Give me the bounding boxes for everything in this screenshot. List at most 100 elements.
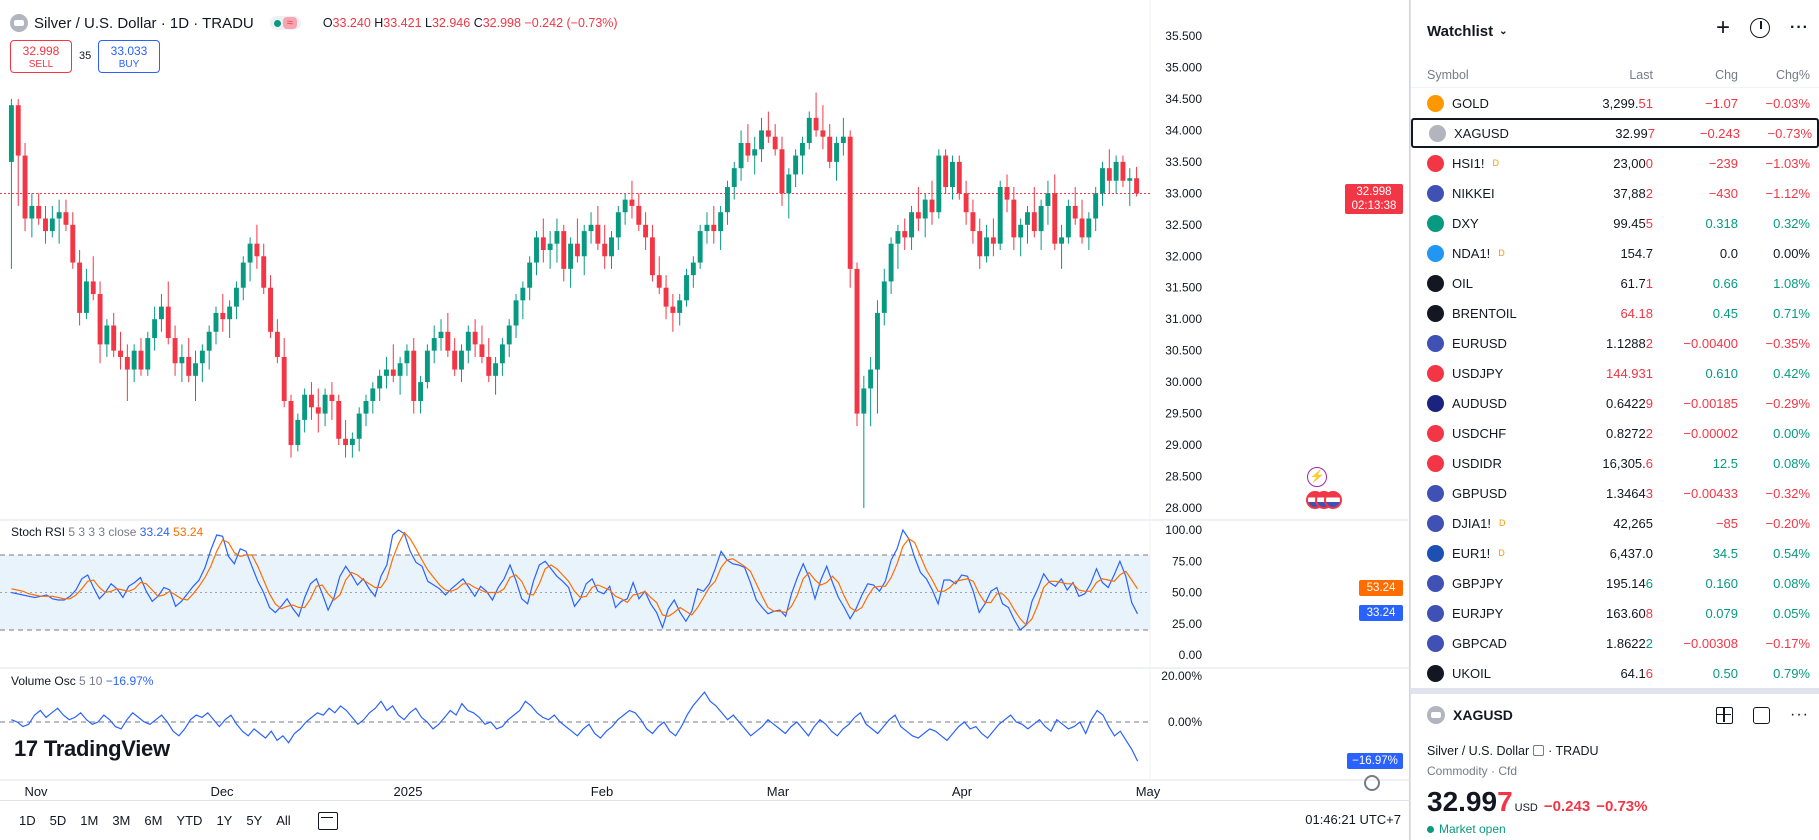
watchlist-row-gbpjpy[interactable]: GBPJPY 195.146 0.160 0.08% <box>1411 568 1819 598</box>
eu-icon <box>1427 544 1444 562</box>
watchlist-panel: Watchlist ⌄ + ··· Symbol Last Chg Chg% G… <box>1411 0 1819 688</box>
buy-button[interactable]: 33.033 BUY <box>98 40 160 73</box>
candle-body <box>759 130 764 150</box>
tradingview-logo[interactable]: 17 TradingView <box>14 736 170 761</box>
vol-osc-axis-label: 20.00% <box>1161 669 1202 683</box>
watchlist-row-brentoil[interactable]: BRENTOIL 64.18 0.45 0.71% <box>1411 298 1819 328</box>
col-chg-pct[interactable]: Chg% <box>1775 67 1810 82</box>
col-last[interactable]: Last <box>1629 67 1653 82</box>
watchlist-row-usdidr[interactable]: USDIDR 16,305.6 12.5 0.08% <box>1411 448 1819 478</box>
watchlist-row-hsi1[interactable]: HSI1! D 23,000 −239 −1.03% <box>1411 148 1819 178</box>
watchlist-row-gbpcad[interactable]: GBPCAD 1.86222 −0.00308 −0.17% <box>1411 628 1819 658</box>
watchlist-row-nikkei[interactable]: NIKKEI 37,882 −430 −1.12% <box>1411 178 1819 208</box>
tf-5d[interactable]: 5D <box>49 813 67 828</box>
candle-body <box>268 287 273 332</box>
watchlist-row-eurusd[interactable]: EURUSD 1.12882 −0.00400 −0.35% <box>1411 328 1819 358</box>
candle-body <box>302 394 308 420</box>
tf-3m[interactable]: 3M <box>112 813 131 828</box>
candle-body <box>1052 193 1058 244</box>
chevron-down-icon[interactable]: ⌄ <box>1499 25 1508 37</box>
watchlist-row-gold[interactable]: GOLD 3,299.51 −1.07 −0.03% <box>1411 88 1819 118</box>
candle-body <box>493 363 499 376</box>
silver-icon <box>1427 706 1445 724</box>
price-axis-label: 30.000 <box>1165 375 1202 389</box>
detail-description: Silver / U.S. Dollar · TRADU <box>1427 744 1599 758</box>
tf-1y[interactable]: 1Y <box>216 813 233 828</box>
candle-body <box>186 356 192 376</box>
watchlist-row-nda1[interactable]: NDA1! D 154.7 0.0 0.00% <box>1411 238 1819 268</box>
tf-ytd[interactable]: YTD <box>176 813 203 828</box>
detail-type: Commodity · Cfd <box>1427 764 1518 778</box>
candle-body <box>861 388 867 414</box>
candle-body <box>1093 193 1099 219</box>
candle-body <box>404 350 410 364</box>
last-price-tag: 32.998 02:13:38 <box>1345 184 1403 214</box>
wavy-icon: ≈ <box>282 17 297 29</box>
watchlist-row-usdjpy[interactable]: USDJPY 144.931 0.610 0.42% <box>1411 358 1819 388</box>
candle-body <box>343 438 349 446</box>
price-axis-label: 28.000 <box>1165 501 1202 515</box>
event-flags-icon[interactable] <box>1306 491 1342 511</box>
candle-body <box>329 394 335 402</box>
candle-body <box>1011 199 1017 238</box>
chart-panel[interactable]: 35.500 35.000 34.500 34.000 33.500 33.000 32.5… <box>0 0 1410 840</box>
watchlist-row-ukoil[interactable]: UKOIL 64.16 0.50 0.79% <box>1411 658 1819 688</box>
tf-6m[interactable]: 6M <box>144 813 163 828</box>
price-axis-label: 28.500 <box>1165 470 1202 484</box>
candle-body <box>29 205 35 219</box>
time-axis-label: Nov <box>24 784 48 799</box>
external-link-icon[interactable] <box>1533 745 1545 756</box>
col-chg[interactable]: Chg <box>1715 67 1738 82</box>
candle-body <box>711 224 717 232</box>
watchlist-row-djia1[interactable]: DJIA1! D 42,265 −85 −0.20% <box>1411 508 1819 538</box>
candle-body <box>206 331 212 351</box>
calendar-icon[interactable] <box>317 811 338 830</box>
detail-price: 32.997 USD −0.243 −0.73% <box>1427 786 1648 817</box>
candle-body <box>1113 161 1119 181</box>
market-open-dot <box>273 19 281 27</box>
nda-icon <box>1427 244 1444 262</box>
time-axis-label: Mar <box>767 784 790 799</box>
gear-icon[interactable] <box>1364 775 1380 791</box>
watchlist-row-usdchf[interactable]: USDCHF 0.82722 −0.00002 0.00% <box>1411 418 1819 448</box>
stoch-axis-label: 50.00 <box>1172 586 1202 600</box>
tf-all[interactable]: All <box>276 813 291 828</box>
stoch-rsi-legend[interactable]: Stoch RSI 5 3 3 3 close 33.24 53.24 <box>11 525 204 539</box>
candle-body <box>377 375 383 389</box>
add-symbol-icon[interactable]: + <box>1716 14 1731 41</box>
market-status[interactable]: ≈ <box>269 16 301 30</box>
watchlist-row-xagusd[interactable]: XAGUSD 32.997 −0.243 −0.73% <box>1411 118 1819 148</box>
watchlist-title[interactable]: Watchlist <box>1427 22 1494 40</box>
tf-1d[interactable]: 1D <box>19 813 36 828</box>
tf-5y[interactable]: 5Y <box>246 813 263 828</box>
clock[interactable]: 01:46:21 UTC+7 <box>1305 812 1401 827</box>
candle-body <box>63 212 69 225</box>
candle-body <box>452 350 458 370</box>
watchlist-row-oil[interactable]: OIL 61.71 0.66 1.08% <box>1411 268 1819 298</box>
watchlist-row-dxy[interactable]: DXY 99.455 0.318 0.32% <box>1411 208 1819 238</box>
alert-clock-icon[interactable] <box>1750 18 1771 38</box>
candle-body <box>1025 212 1030 225</box>
candle-body <box>936 155 942 213</box>
watchlist-row-eurjpy[interactable]: EURJPY 163.608 0.079 0.05% <box>1411 598 1819 628</box>
candle-body <box>479 344 485 357</box>
tf-1m[interactable]: 1M <box>80 813 99 828</box>
candle-body <box>83 281 89 313</box>
volume-osc-legend[interactable]: Volume Osc 5 10 −16.97% <box>11 674 154 688</box>
watchlist-row-eur1[interactable]: EUR1! D 6,437.0 34.5 0.54% <box>1411 538 1819 568</box>
stoch-axis-label: 100.00 <box>1165 523 1202 537</box>
edit-icon[interactable] <box>1753 706 1771 724</box>
detail-title: XAGUSD <box>1427 706 1513 724</box>
chart-title[interactable]: Silver / U.S. Dollar · 1D · TRADU <box>34 14 254 32</box>
candle-body <box>1106 168 1112 181</box>
more-icon[interactable]: ··· <box>1790 706 1809 723</box>
lightning-icon[interactable]: ⚡ <box>1307 467 1327 487</box>
chart-canvas[interactable]: 35.500 35.000 34.500 34.000 33.500 33.000 32.5… <box>0 0 1410 840</box>
watchlist-row-audusd[interactable]: AUDUSD 0.64229 −0.00185 −0.29% <box>1411 388 1819 418</box>
layout-icon[interactable] <box>1716 706 1734 724</box>
sell-button[interactable]: 32.998 SELL <box>10 40 72 73</box>
col-symbol[interactable]: Symbol <box>1427 67 1469 82</box>
candle-body <box>418 382 424 402</box>
watchlist-row-gbpusd[interactable]: GBPUSD 1.34643 −0.00433 −0.32% <box>1411 478 1819 508</box>
more-icon[interactable]: ··· <box>1790 19 1809 36</box>
